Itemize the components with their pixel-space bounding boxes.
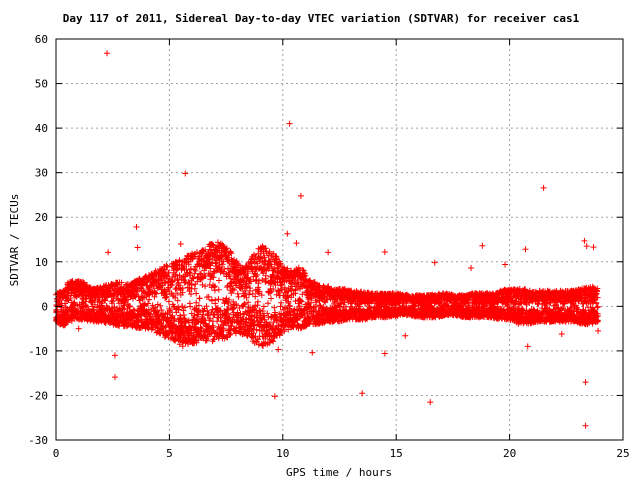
outlier-point [581,237,588,244]
x-tick-label: 0 [53,447,60,460]
y-tick-label: 40 [35,122,48,135]
outlier-point [177,240,184,247]
outlier-point [286,120,293,127]
outlier-point [582,379,589,386]
y-tick-label: 0 [41,300,48,313]
outlier-point [402,332,409,339]
y-tick-label: -20 [28,389,48,402]
outlier-point [427,399,434,406]
y-tick-label: 50 [35,78,48,91]
outlier-point [309,349,316,356]
outlier-point [105,249,112,256]
outlier-point [431,259,438,266]
outlier-point [595,327,602,334]
x-tick-label: 15 [390,447,403,460]
tick-labels: 0 5 10 15 20 25 -30 -20 -10 0 10 20 30 40 50 60 [28,33,630,460]
outlier-point [381,248,388,255]
x-tick-label: 10 [276,447,289,460]
outlier-point [182,170,189,177]
outlier-point [590,244,597,251]
y-tick-label: 20 [35,211,48,224]
outlier-point [583,243,590,250]
outlier-point [522,246,529,253]
outlier-point [325,249,332,256]
outlier-point [293,240,300,247]
outlier-point [502,261,509,268]
y-tick-label: 10 [35,256,48,269]
y-tick-label: -30 [28,434,48,447]
outlier-point [104,50,111,57]
outlier-point [111,374,118,381]
outlier-point [524,343,531,350]
outlier-point [582,422,589,429]
y-tick-label: 60 [35,33,48,46]
plot-border [55,38,624,441]
outlier-point [275,346,282,353]
outlier-point [133,224,140,231]
outlier-point [271,393,278,400]
outlier-point [284,230,291,237]
y-axis-label: SDTVAR / TECUs [8,194,21,287]
y-tick-label: -10 [28,345,48,358]
outlier-point [111,352,118,359]
x-axis-label: GPS time / hours [286,466,392,479]
grid [56,39,623,440]
outlier-point [75,325,82,332]
outlier-point [479,242,486,249]
x-tick-label: 20 [503,447,516,460]
outlier-point [468,265,475,272]
outlier-point [381,350,388,357]
x-tick-label: 5 [166,447,173,460]
data-points [53,50,602,429]
outlier-point [558,330,565,337]
outlier-point [134,244,141,251]
outlier-point [297,192,304,199]
y-tick-label: 30 [35,167,48,180]
chart-title: Day 117 of 2011, Sidereal Day-to-day VTE… [63,12,580,25]
outlier-point [359,390,366,397]
ticks [55,38,624,441]
outlier-point [540,184,547,191]
x-tick-label: 25 [616,447,629,460]
